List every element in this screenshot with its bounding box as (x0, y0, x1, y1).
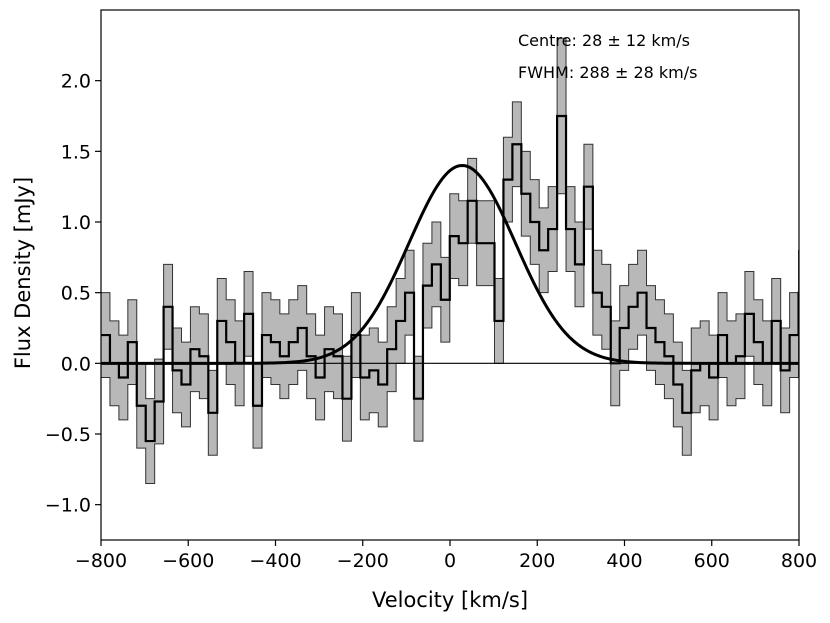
y-tick-label: 1.0 (61, 212, 91, 234)
x-tick-label: −600 (162, 550, 214, 572)
x-tick-label: 800 (781, 550, 817, 572)
x-tick-label: 200 (519, 550, 555, 572)
y-tick-label: 0.5 (61, 283, 91, 305)
y-tick-label: 0.0 (61, 353, 91, 375)
annotation-fwhm: FWHM: 288 ± 28 km/s (518, 63, 697, 82)
y-axis-title: Flux Density [mJy] (11, 177, 35, 369)
y-tick-label: 1.5 (61, 141, 91, 163)
axes: −800 −600 −400 −200 0 200 400 600 800 −1.0 −0.5 0.0… (45, 9, 817, 572)
y-tick-label: −1.0 (45, 495, 91, 517)
x-tick-label: 0 (444, 550, 456, 572)
x-tick-label: 400 (606, 550, 642, 572)
plot-content (101, 37, 799, 484)
plot-area (101, 37, 799, 484)
x-tick-label: −400 (249, 550, 301, 572)
annotation-centre: Centre: 28 ± 12 km/s (518, 31, 690, 50)
gaussian-fit-line (101, 163, 799, 365)
spectrum-step-line (101, 114, 799, 443)
x-tick-label: 600 (694, 550, 730, 572)
x-axis-title: Velocity [km/s] (372, 588, 528, 612)
x-tick-label: −200 (337, 550, 389, 572)
x-tick-label: −800 (75, 550, 127, 572)
uncertainty-band (101, 37, 799, 484)
y-tick-label: −0.5 (45, 424, 91, 446)
y-tick-label: 2.0 (61, 71, 91, 93)
